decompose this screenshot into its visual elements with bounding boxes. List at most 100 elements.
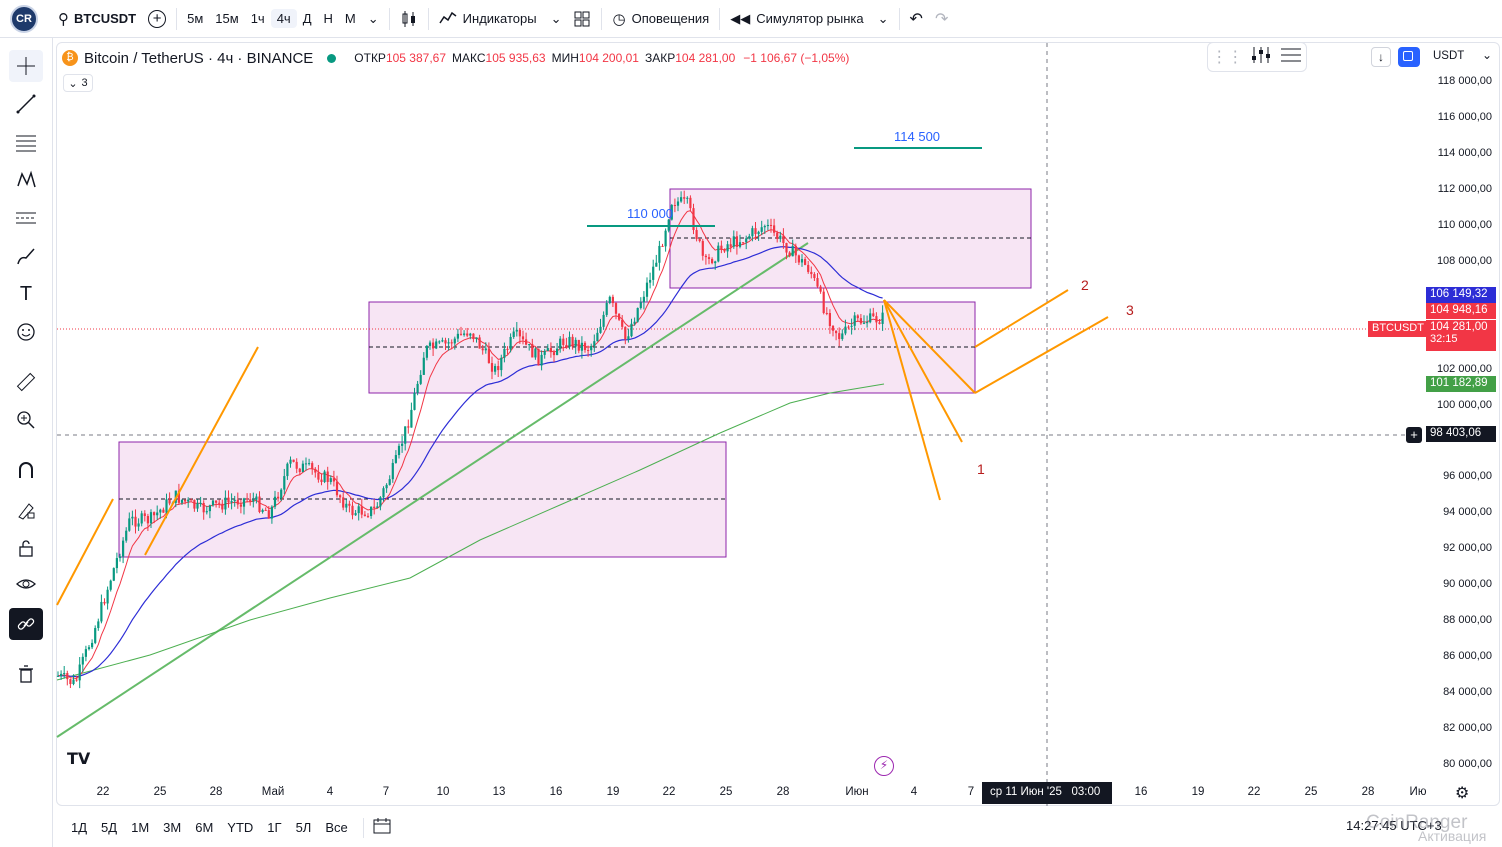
crosshair-icon[interactable]: [9, 50, 43, 82]
alarm-clock-icon: ◷: [612, 10, 626, 28]
divider: [601, 7, 603, 30]
range-5y[interactable]: 5Л: [295, 820, 312, 835]
tradingview-logo[interactable]: TV: [67, 749, 91, 768]
chevron-down-icon[interactable]: ⌄: [1482, 48, 1493, 62]
price-axis-label: 90 000,00: [1443, 578, 1492, 591]
link-icon[interactable]: [9, 608, 43, 640]
timeframe-week[interactable]: Н: [323, 11, 333, 26]
time-axis-label: Май: [261, 786, 285, 798]
range-1y[interactable]: 1Г: [267, 820, 282, 835]
layouts-icon[interactable]: [567, 0, 597, 38]
legend-high-label: МАКС: [452, 51, 486, 65]
plus-circle-icon: +: [148, 9, 167, 28]
wave-label-3: 3: [1126, 302, 1134, 318]
price-axis-label: 80 000,00: [1443, 758, 1492, 770]
magnet-icon[interactable]: [9, 454, 43, 486]
app-logo[interactable]: CR: [10, 4, 38, 33]
symbol-search[interactable]: ⚲ BTCUSDT: [52, 0, 142, 38]
square-icon: [1403, 51, 1413, 61]
object-tree-icon[interactable]: [1279, 45, 1303, 70]
rewind-icon: ◀◀: [730, 10, 751, 26]
time-axis-label: 25: [719, 786, 733, 798]
range-6m[interactable]: 6М: [195, 820, 214, 835]
time-axis-label: Ию: [1409, 786, 1427, 798]
redo-button[interactable]: ↷: [929, 0, 954, 38]
eye-icon[interactable]: [9, 568, 43, 600]
candles-icon[interactable]: [394, 0, 424, 38]
trash-icon[interactable]: [9, 658, 43, 690]
replay-button[interactable]: ◀◀ Симулятор рынка ⌄: [724, 0, 894, 38]
countdown-value: 32:15: [1430, 333, 1458, 345]
time-axis-label: 13: [492, 786, 506, 798]
ruler-icon[interactable]: [9, 366, 43, 398]
undo-button[interactable]: ↶: [904, 0, 929, 38]
trend-line-icon[interactable]: [9, 88, 43, 120]
range-all[interactable]: Все: [325, 820, 348, 835]
divider: [427, 7, 429, 30]
range-1d[interactable]: 1Д: [71, 820, 88, 835]
legend-high: 105 935,63: [485, 51, 546, 65]
smiley-icon[interactable]: [9, 316, 43, 348]
price-axis-label: 112 000,00: [1437, 182, 1492, 195]
wave-label-1: 1: [977, 461, 985, 477]
lock-drawing-icon[interactable]: [9, 494, 43, 526]
price-axis-label: 84 000,00: [1443, 686, 1492, 699]
time-axis-label: 10: [436, 786, 450, 798]
lightning-icon[interactable]: ⚡: [874, 756, 894, 776]
timeframe-1h[interactable]: 1ч: [250, 11, 265, 26]
range-5d[interactable]: 5Д: [101, 820, 118, 835]
text-icon[interactable]: T: [19, 282, 33, 305]
time-axis-label: 28: [776, 786, 790, 798]
chevron-down-icon: ⌄: [877, 10, 889, 26]
time-axis-label: 25: [153, 786, 167, 798]
price-axis-label: 82 000,00: [1443, 722, 1492, 735]
brush-icon[interactable]: [9, 240, 43, 272]
time-axis-label: 25: [1304, 786, 1318, 798]
pattern-icon[interactable]: [9, 164, 43, 196]
range-1m[interactable]: 1М: [131, 820, 150, 835]
utc-clock[interactable]: 14:27:45 UTC+3: [1346, 818, 1442, 833]
legend-low-label: МИН: [551, 51, 579, 65]
indicators-button[interactable]: Индикаторы ⌄: [433, 0, 568, 38]
price-axis-label: 96 000,00: [1443, 470, 1492, 483]
add-alert-icon[interactable]: +: [1406, 427, 1422, 443]
range-ytd[interactable]: YTD: [227, 820, 254, 835]
download-icon[interactable]: ↓: [1371, 47, 1391, 67]
chevron-down-icon[interactable]: ⌄: [367, 10, 379, 26]
level-label-110000: 110 000: [627, 206, 674, 221]
legend-pair[interactable]: Bitcoin / TetherUS · 4ч · BINANCE: [84, 49, 314, 67]
replay-label: Симулятор рынка: [756, 11, 864, 26]
currency-selector[interactable]: USDT: [1433, 50, 1465, 62]
time-axis-label: 4: [910, 786, 918, 798]
forecast-icon[interactable]: [9, 202, 43, 234]
divider: [898, 7, 900, 30]
price-axis-label: 116 000,00: [1437, 110, 1492, 123]
calendar-range-icon[interactable]: [372, 817, 392, 838]
indicators-icon: [439, 9, 457, 28]
timeframe-15m[interactable]: 15м: [215, 11, 239, 26]
timeframe-4h[interactable]: 4ч: [270, 9, 297, 28]
chart-legend: ₿ Bitcoin / TetherUS · 4ч · BINANCE ОТКР…: [62, 48, 849, 68]
chart-type-toggle[interactable]: [1398, 47, 1420, 67]
gear-icon[interactable]: ⚙: [1455, 785, 1470, 802]
compare-symbol-button[interactable]: +: [142, 0, 172, 38]
timeframe-month[interactable]: М: [344, 11, 356, 26]
time-axis-label: 22: [96, 786, 110, 798]
indicators-collapse-button[interactable]: ⌄ 3: [63, 74, 93, 92]
timeframe-5m[interactable]: 5м: [187, 11, 204, 26]
drag-handle-icon[interactable]: ⋮⋮: [1211, 49, 1244, 66]
chart-pane[interactable]: [56, 42, 1500, 806]
drawing-toolbar: T: [0, 38, 53, 847]
watermark-text: CoinRanger: [1366, 812, 1468, 833]
timeframe-day[interactable]: Д: [302, 11, 312, 26]
fib-lines-icon[interactable]: [9, 126, 43, 158]
price-axis-label: 108 000,00: [1436, 254, 1492, 267]
zoom-icon[interactable]: [9, 404, 43, 436]
range-3m[interactable]: 3М: [163, 820, 182, 835]
alerts-button[interactable]: ◷ Оповещения: [606, 0, 715, 38]
lock-icon[interactable]: [9, 532, 43, 564]
legend-open-label: ОТКР: [354, 51, 386, 65]
price-axis-label: 110 000,00: [1437, 218, 1492, 231]
time-axis-label: 19: [1191, 786, 1205, 798]
settings-sliders-icon[interactable]: [1250, 45, 1272, 70]
